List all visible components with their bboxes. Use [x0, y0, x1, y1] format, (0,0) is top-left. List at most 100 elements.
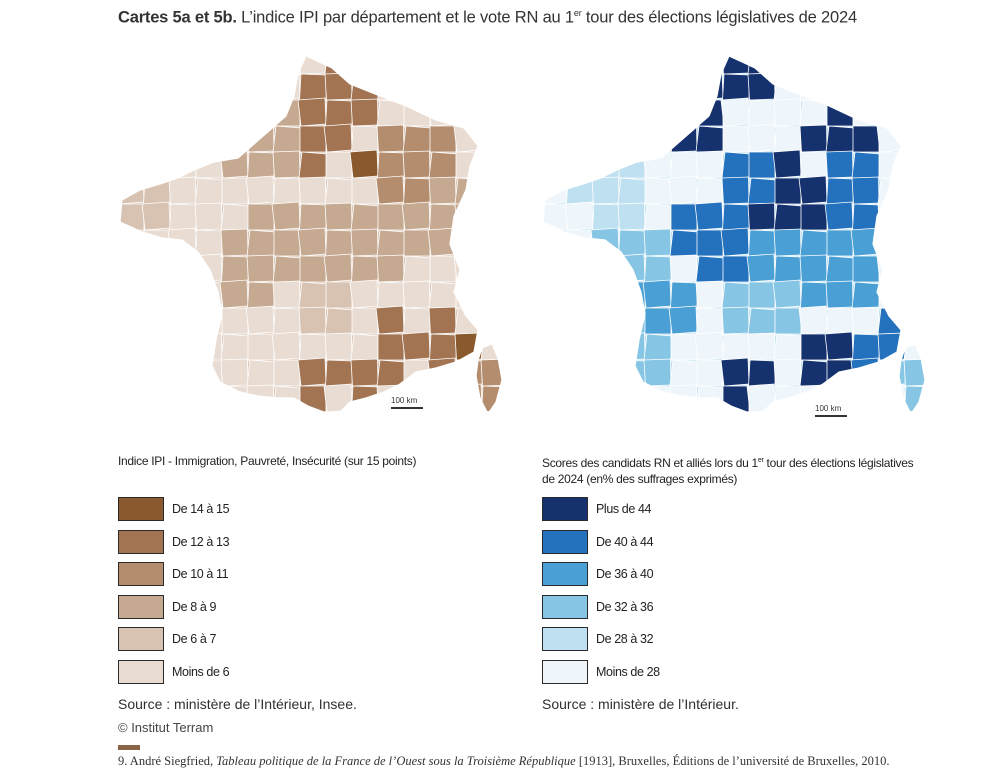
- department: [168, 56, 197, 75]
- department: [564, 331, 594, 361]
- department: [323, 253, 353, 283]
- department: [566, 307, 594, 336]
- ipi-legend-label: De 10 à 11: [172, 567, 229, 582]
- department: [195, 411, 223, 414]
- department: [194, 56, 224, 77]
- department: [644, 56, 672, 75]
- department: [851, 306, 880, 335]
- department: [695, 125, 725, 155]
- department: [543, 305, 568, 335]
- department: [429, 73, 457, 102]
- department: [246, 229, 276, 259]
- department: [642, 279, 672, 309]
- department: [481, 177, 502, 205]
- department: [591, 306, 620, 335]
- department: [220, 333, 250, 363]
- department: [592, 125, 620, 153]
- department: [246, 384, 275, 413]
- department: [299, 255, 327, 283]
- department: [748, 229, 776, 258]
- department: [930, 360, 941, 388]
- corsica-outline: [898, 343, 926, 416]
- department: [325, 281, 353, 309]
- department: [903, 333, 925, 363]
- department: [617, 307, 647, 337]
- department: [402, 255, 432, 285]
- department: [877, 72, 906, 101]
- source-rn: Source : ministère de l’Intérieur.: [542, 696, 739, 712]
- map-ipi-scale: 100 km: [391, 396, 423, 409]
- department: [931, 152, 942, 179]
- map-rn-vote: [542, 55, 942, 416]
- department: [747, 332, 776, 361]
- ipi-legend-swatch: [118, 529, 164, 554]
- department: [220, 98, 249, 127]
- department: [272, 125, 302, 155]
- department: [351, 255, 379, 284]
- department: [508, 204, 518, 230]
- department: [670, 333, 698, 361]
- department: [696, 307, 724, 336]
- department: [299, 203, 327, 232]
- department: [618, 411, 646, 414]
- department: [169, 385, 197, 413]
- department: [298, 281, 328, 311]
- department: [169, 73, 197, 102]
- department: [773, 73, 803, 103]
- department: [454, 72, 483, 101]
- department: [195, 229, 223, 258]
- department: [350, 203, 380, 233]
- rn-legend-swatch: [542, 497, 588, 521]
- department: [721, 411, 751, 414]
- ipi-legend-label: De 12 à 13: [172, 534, 230, 549]
- department: [375, 305, 405, 335]
- department: [508, 334, 518, 360]
- department: [246, 254, 275, 283]
- department: [429, 333, 457, 362]
- department: [721, 306, 750, 335]
- department: [507, 230, 518, 258]
- department: [799, 124, 828, 153]
- rn-legend-item: De 40 à 44: [542, 529, 660, 555]
- department: [748, 151, 776, 179]
- department: [273, 229, 301, 257]
- legend-ipi-title: Indice IPI - Immigration, Pauvreté, Insé…: [118, 454, 417, 468]
- source-ipi: Source : ministère de l’Intérieur, Insee…: [118, 696, 357, 712]
- department: [480, 203, 502, 233]
- map-rn-scale-bar: [815, 415, 847, 417]
- department: [543, 203, 568, 231]
- department: [774, 177, 802, 205]
- department: [428, 56, 457, 75]
- department: [748, 359, 776, 388]
- ipi-legend-swatch: [118, 497, 164, 521]
- department: [774, 255, 802, 284]
- department: [618, 99, 646, 128]
- rn-legend-swatch: [542, 627, 588, 652]
- department: [221, 125, 249, 154]
- department: [480, 358, 502, 387]
- department: [401, 201, 431, 231]
- department: [592, 255, 620, 283]
- department: [642, 149, 672, 179]
- department: [120, 384, 145, 413]
- department: [120, 281, 145, 310]
- department: [592, 333, 620, 362]
- department: [565, 125, 595, 155]
- department: [507, 125, 518, 152]
- title-text-end: tour des élections législatives de 2024: [581, 8, 857, 27]
- department: [930, 125, 941, 152]
- department: [297, 227, 327, 257]
- department: [120, 254, 145, 283]
- department: [746, 383, 776, 413]
- footnote-book-title: Tableau politique de la France de l’Oues…: [216, 754, 576, 768]
- department: [297, 357, 327, 387]
- department: [169, 125, 197, 153]
- department: [195, 151, 223, 179]
- department: [246, 99, 276, 129]
- department: [325, 229, 353, 258]
- department: [272, 150, 301, 179]
- department: [543, 73, 568, 101]
- department: [324, 56, 354, 77]
- department: [429, 255, 457, 283]
- department: [219, 149, 249, 179]
